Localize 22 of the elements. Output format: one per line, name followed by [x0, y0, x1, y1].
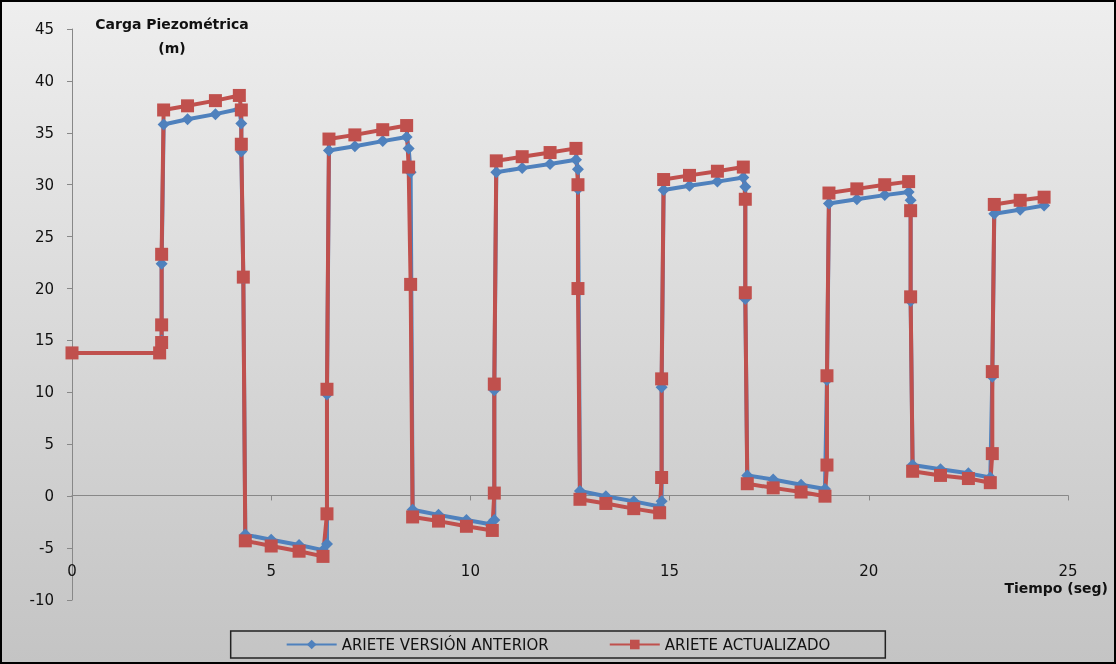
y-tick-label: 10	[34, 383, 54, 402]
y-tick-label: 0	[44, 487, 54, 506]
x-tick-label: 0	[67, 561, 77, 580]
x-axis-title: Tiempo (seg)	[1004, 580, 1108, 597]
x-tick-label: 25	[1058, 561, 1078, 580]
y-tick-label: -5	[39, 539, 54, 558]
y-tick-label: 40	[34, 71, 54, 90]
y-tick-label: 30	[34, 175, 54, 194]
y-tick-label: 20	[34, 279, 54, 298]
legend-label: ARIETE VERSIÓN ANTERIOR	[341, 634, 549, 654]
y-tick-label: -10	[29, 591, 54, 609]
y-tick-label: 45	[34, 20, 54, 38]
legend-label: ARIETE ACTUALIZADO	[664, 635, 831, 654]
y-axis-title: Carga Piezométrica (m)	[95, 16, 249, 56]
y-tick-label: 35	[34, 123, 54, 142]
x-tick-label: 10	[460, 561, 480, 580]
y-tick-label: 5	[44, 435, 54, 454]
x-tick-label: 20	[859, 561, 879, 580]
x-tick-label: 15	[660, 561, 680, 580]
x-tick-label: 5	[266, 561, 276, 580]
y-tick-label: 15	[34, 331, 54, 350]
y-tick-label: 25	[34, 227, 54, 246]
